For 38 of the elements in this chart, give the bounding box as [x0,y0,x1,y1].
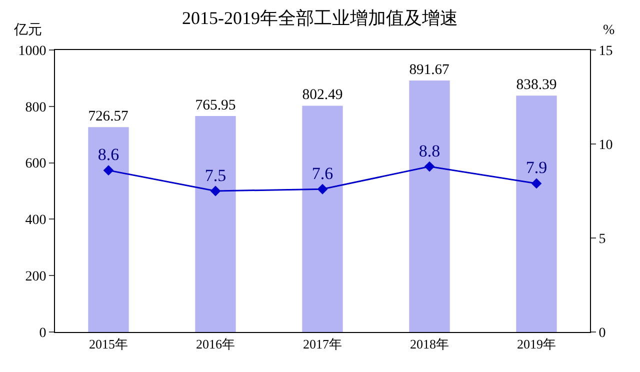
bar [409,80,450,332]
point [317,184,328,194]
chart-title: 2015-2019年全部工业增加值及增速 [182,8,458,28]
y-tick-label: 400 [25,213,46,228]
y2-tick-label: 15 [598,44,613,59]
point [103,165,114,176]
data-label: 802.49 [302,87,343,104]
point [531,178,542,189]
y-tick-label: 0 [39,326,46,341]
data-label: 8.8 [418,141,440,160]
y-axis-title: 亿元 [13,22,42,38]
y2-tick-label: 0 [598,326,606,341]
x-tick-label: 2018年 [410,336,449,352]
y2-tick-label: 5 [598,232,606,247]
point [424,161,435,172]
y2-axis-title: % [603,23,615,38]
bar [516,96,557,332]
data-label: 891.67 [409,62,450,78]
point [210,186,221,196]
x-tick-label: 2017年 [303,336,342,352]
bar [195,116,236,332]
data-label: 838.39 [516,77,557,94]
x-tick-label: 2015年 [89,336,128,352]
data-label: 8.6 [98,145,120,164]
y-tick-label: 200 [25,270,46,284]
x-tick-label: 2019年 [517,336,556,352]
data-label: 7.6 [312,164,334,183]
y-tick-label: 600 [25,156,46,172]
data-label: 7.9 [526,158,548,178]
bar [88,127,129,332]
x-tick-label: 2016年 [196,336,235,352]
y2-tick-label: 10 [598,138,613,153]
y-tick-label: 1000 [18,44,46,59]
data-label: 7.5 [204,166,226,185]
data-label: 726.57 [88,108,128,125]
bar [302,106,343,332]
data-label: 765.95 [195,98,236,114]
y-tick-label: 800 [25,100,46,116]
